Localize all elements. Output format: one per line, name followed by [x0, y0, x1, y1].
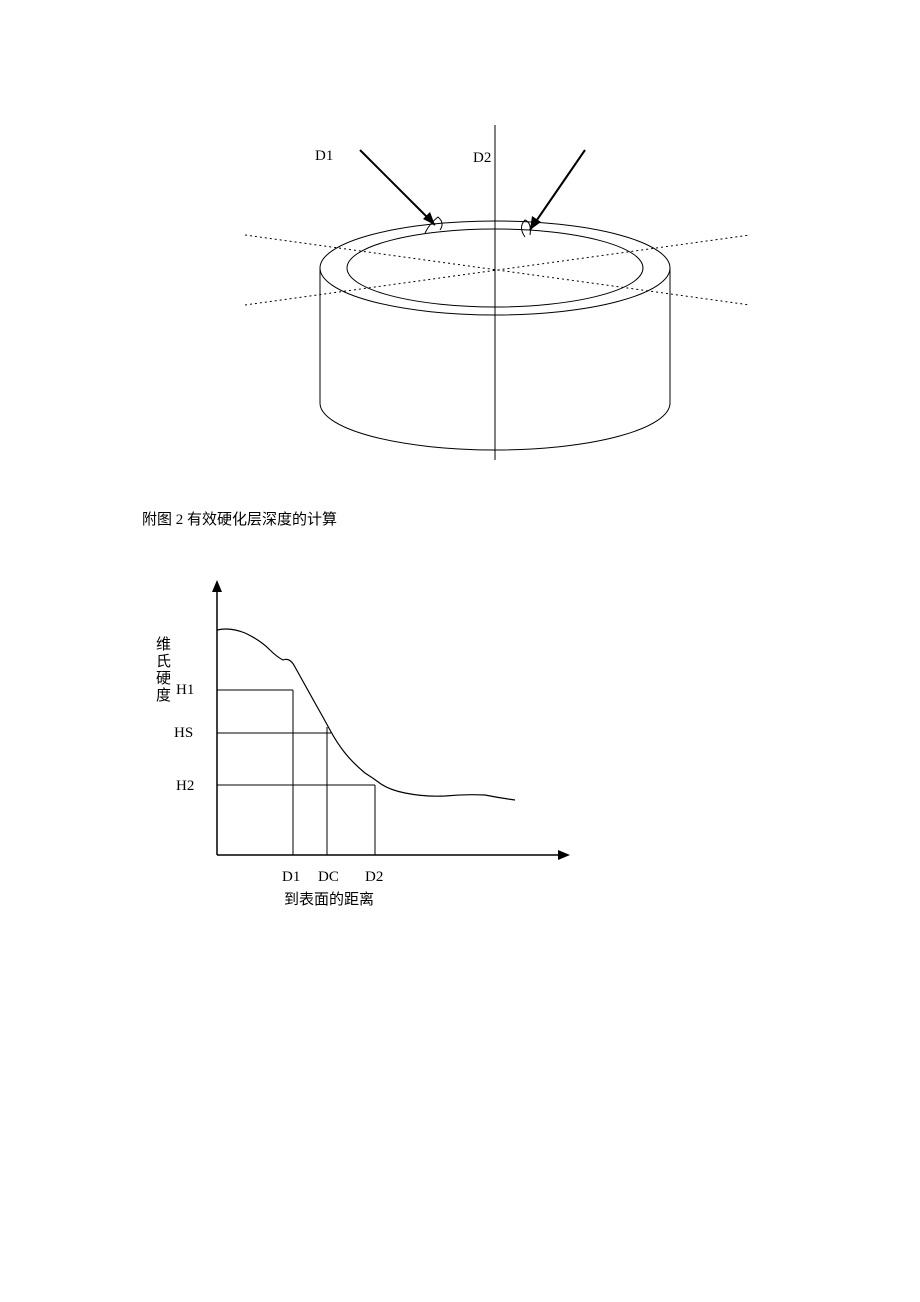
h1-tick-label: H1 [176, 682, 194, 699]
dc-tick-label: DC [318, 869, 339, 886]
x-axis-label: 到表面的距离 [284, 888, 374, 909]
chart-svg [145, 575, 585, 915]
d2-hook-mark [522, 220, 531, 237]
d2-label: D2 [473, 150, 491, 167]
hardness-curve [217, 629, 515, 800]
hs-tick-label: HS [174, 725, 193, 742]
d2-arrow-line [530, 150, 585, 230]
figure-caption: 附图 2 有效硬化层深度的计算 [142, 508, 337, 529]
x-axis-arrow [558, 850, 570, 860]
h2-tick-label: H2 [176, 778, 194, 795]
y-axis-arrow [212, 580, 222, 592]
d2-tick-label: D2 [365, 869, 383, 886]
d1-tick-label: D1 [282, 869, 300, 886]
d1-arrow-line [360, 150, 435, 225]
y-axis-label: 维氏硬度 [152, 636, 173, 704]
d1-label: D1 [315, 148, 333, 165]
cylinder-diagram [230, 115, 760, 460]
cylinder-svg [230, 115, 760, 460]
chart-diagram [145, 575, 585, 915]
